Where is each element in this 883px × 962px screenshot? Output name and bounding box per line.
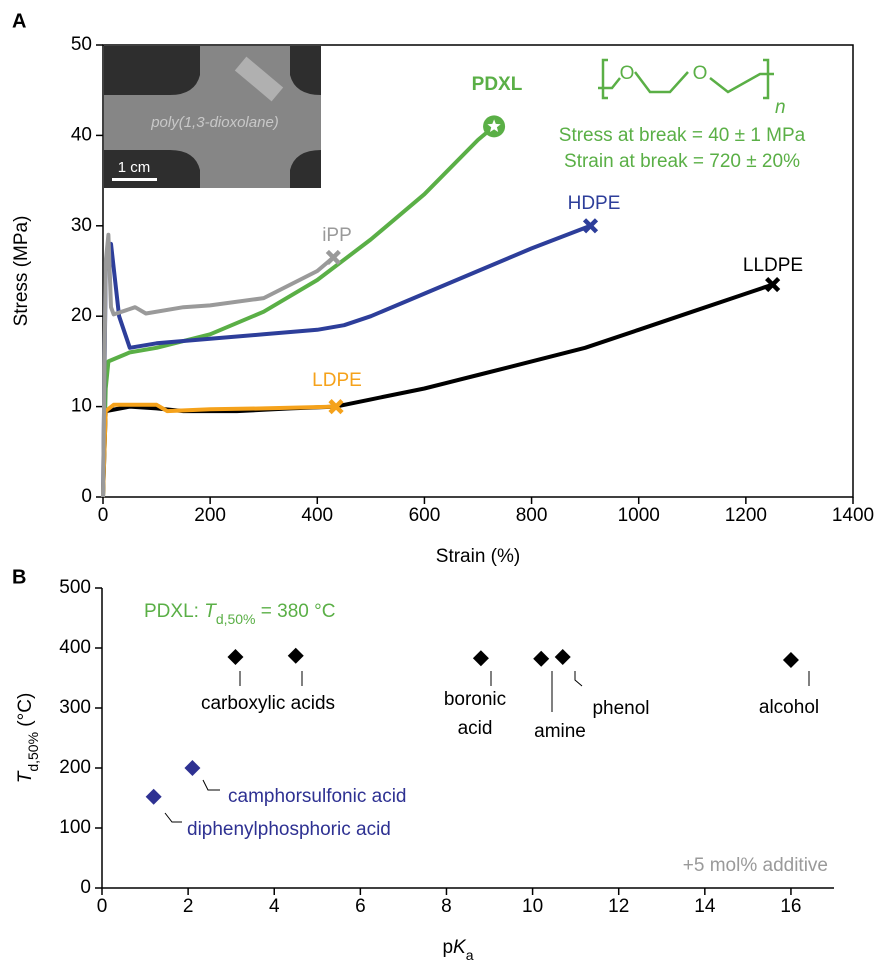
annotation: Stress at break = 40 ± 1 MPa [559, 125, 806, 146]
annotation: boronic [444, 689, 506, 710]
panel-label: A [12, 10, 26, 32]
end-marker [328, 399, 344, 415]
panel-label: B [12, 566, 26, 588]
series-label: PDXL [472, 74, 523, 95]
data-point [145, 788, 162, 805]
annotation: amine [534, 721, 586, 742]
x-tick-label: 1000 [618, 505, 660, 526]
x-tick-label: 200 [194, 505, 226, 526]
data-point [533, 650, 550, 667]
inset-label: poly(1,3-dioxolane) [150, 114, 279, 131]
series-line [101, 223, 592, 498]
y-tick-label: 200 [59, 757, 91, 778]
x-tick-label: 0 [97, 896, 108, 917]
x-axis-label-part: K [453, 937, 467, 958]
annotation: +5 mol% additive [683, 855, 828, 876]
x-axis-label-part: p [442, 937, 453, 958]
annotation: Strain at break = 720 ± 20% [564, 151, 800, 172]
x-tick-label: 2 [183, 896, 194, 917]
leader-line [574, 671, 583, 687]
series-line [101, 402, 337, 498]
end-marker [325, 249, 341, 266]
y-tick-label: 400 [59, 637, 91, 658]
x-tick-label: 8 [441, 896, 452, 917]
x-axis-label: Strain (%) [436, 546, 520, 567]
x-tick-label: 1200 [725, 505, 767, 526]
x-tick-label: 4 [269, 896, 280, 917]
pdxl-note-part: T [204, 601, 217, 622]
y-axis-label-part: T [15, 770, 36, 783]
y-tick-label: 500 [59, 577, 91, 598]
data-point [554, 649, 571, 665]
annotation: acid [458, 718, 493, 739]
x-tick-label: 14 [694, 896, 716, 917]
y-axis-label-part: d,50% [25, 732, 41, 772]
series-line [101, 124, 496, 498]
y-tick-label: 30 [71, 215, 92, 236]
series-label: iPP [322, 225, 352, 246]
pdxl-note-part: PDXL: [144, 601, 204, 622]
y-tick-label: 0 [80, 877, 91, 898]
pdxl-note-part: = 380 °C [256, 601, 336, 622]
annotation: diphenylphosphoric acid [187, 819, 391, 840]
chemical-structure [598, 58, 774, 100]
x-tick-label: 400 [301, 505, 333, 526]
series-label: LDPE [312, 370, 362, 391]
series-label: HDPE [568, 193, 621, 214]
data-point [227, 649, 244, 665]
x-tick-label: 1400 [832, 505, 874, 526]
x-axis-label-part: a [466, 947, 474, 962]
data-point [782, 652, 799, 668]
plot-frame [102, 44, 854, 498]
y-axis-label-part: (°C) [15, 693, 36, 732]
y-tick-label: 50 [71, 34, 92, 55]
x-tick-label: 10 [522, 896, 543, 917]
y-tick-label: 40 [71, 124, 92, 145]
data-point [184, 760, 201, 776]
end-marker-star [487, 119, 501, 132]
series-line [101, 232, 335, 498]
x-tick-label: 12 [608, 896, 629, 917]
annotation: carboxylic acids [201, 693, 335, 714]
inset-photo [104, 46, 321, 188]
y-tick-label: 300 [59, 697, 91, 718]
x-tick-label: 16 [780, 896, 801, 917]
end-marker [582, 218, 599, 234]
y-axis-label: Stress (MPa) [11, 216, 32, 327]
x-tick-label: 6 [355, 896, 366, 917]
atom-label: O [693, 63, 708, 84]
leader-line [164, 812, 182, 823]
data-point [472, 650, 489, 667]
x-tick-label: 0 [98, 505, 109, 526]
x-axis-label: pKa [442, 937, 473, 962]
series-label: LLDPE [743, 255, 803, 276]
x-tick-label: 800 [516, 505, 548, 526]
y-tick-label: 20 [71, 305, 92, 326]
leader-line [202, 779, 220, 791]
atom-label: O [620, 63, 635, 84]
pdxl-note-part: d,50% [216, 611, 256, 627]
inset-scale-label: 1 cm [118, 159, 151, 176]
x-tick-label: 600 [409, 505, 441, 526]
annotation: camphorsulfonic acid [228, 786, 406, 807]
y-tick-label: 10 [71, 396, 92, 417]
data-point [287, 647, 304, 664]
series-line [101, 282, 774, 498]
y-axis-label: Td,50% (°C) [15, 693, 41, 784]
end-marker [765, 276, 781, 293]
atom-label: n [775, 97, 786, 118]
pdxl-note: PDXL: Td,50% = 380 °C [144, 601, 335, 627]
annotation: alcohol [759, 697, 819, 718]
y-tick-label: 0 [81, 486, 92, 507]
y-tick-label: 100 [59, 817, 91, 838]
annotation: phenol [592, 698, 649, 719]
